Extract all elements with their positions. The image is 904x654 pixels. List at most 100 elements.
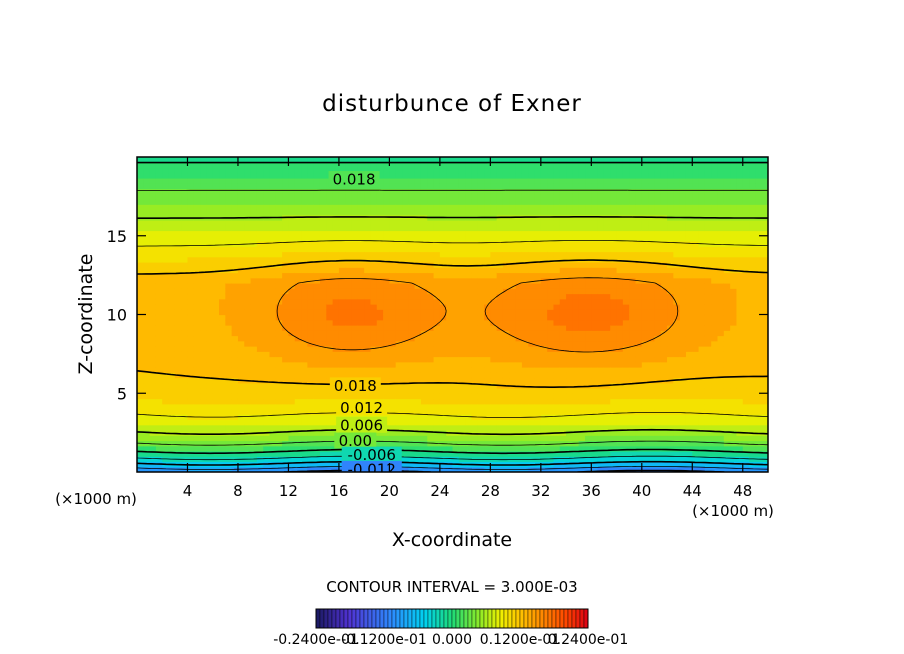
field-cell xyxy=(357,225,365,232)
field-cell xyxy=(641,188,649,195)
field-cell xyxy=(389,398,397,405)
field-cell xyxy=(269,256,277,263)
field-cell xyxy=(376,325,384,331)
field-cell xyxy=(313,262,321,268)
field-cell xyxy=(301,430,308,436)
field-cell xyxy=(143,235,151,242)
field-cell xyxy=(635,304,643,310)
field-cell xyxy=(572,361,580,368)
field-cell xyxy=(629,451,637,457)
field-cell xyxy=(250,188,258,195)
field-cell xyxy=(319,451,327,457)
field-cell xyxy=(219,293,226,300)
field-cell xyxy=(307,424,315,431)
field-cell xyxy=(610,262,618,268)
field-cell xyxy=(187,361,195,368)
field-cell xyxy=(648,377,656,384)
field-cell xyxy=(484,388,491,394)
field-cell xyxy=(610,403,618,410)
field-cell xyxy=(332,419,340,426)
field-cell xyxy=(250,157,258,163)
field-cell xyxy=(502,235,510,242)
field-cell xyxy=(143,398,151,405)
field-cell xyxy=(477,419,485,426)
field-cell xyxy=(477,246,485,253)
field-cell xyxy=(193,440,201,447)
field-cell xyxy=(414,340,422,347)
field-cell xyxy=(420,204,428,211)
field-cell xyxy=(566,235,573,242)
field-cell xyxy=(420,346,428,352)
field-cell xyxy=(597,340,605,347)
field-cell xyxy=(603,183,611,190)
field-cell xyxy=(446,319,454,326)
field-cell xyxy=(566,314,573,321)
field-cell xyxy=(465,225,473,232)
field-cell xyxy=(162,277,170,284)
field-cell xyxy=(225,424,233,431)
field-cell xyxy=(389,424,397,431)
filled-contour-field xyxy=(137,157,768,472)
field-cell xyxy=(231,162,239,169)
field-cell xyxy=(622,466,630,472)
field-cell xyxy=(332,409,340,415)
field-cell xyxy=(648,230,656,237)
field-cell xyxy=(534,251,542,258)
field-cell xyxy=(181,293,189,300)
field-cell xyxy=(395,319,403,326)
field-cell xyxy=(654,377,662,384)
field-cell xyxy=(307,314,315,321)
field-cell xyxy=(237,288,245,295)
field-cell xyxy=(641,388,649,394)
field-cell xyxy=(313,293,321,300)
field-cell xyxy=(294,230,302,237)
field-cell xyxy=(212,382,220,389)
field-cell xyxy=(225,220,233,226)
field-cell xyxy=(307,361,315,368)
field-cell xyxy=(408,199,416,205)
field-cell xyxy=(420,193,428,200)
field-cell xyxy=(452,435,460,442)
field-cell xyxy=(269,167,277,174)
field-cell xyxy=(389,157,397,163)
field-cell xyxy=(629,272,637,279)
field-cell xyxy=(439,193,447,200)
field-cell xyxy=(162,298,170,305)
field-cell xyxy=(540,419,548,426)
field-cell xyxy=(553,398,561,405)
field-cell xyxy=(471,193,479,200)
field-cell xyxy=(610,246,618,253)
field-cell xyxy=(162,314,170,321)
field-cell xyxy=(610,346,618,352)
field-cell xyxy=(484,440,491,447)
field-cell xyxy=(288,398,296,405)
field-cell xyxy=(420,256,428,263)
field-cell xyxy=(402,414,409,421)
field-cell xyxy=(610,314,618,321)
field-cell xyxy=(654,451,662,457)
field-cell xyxy=(383,283,390,289)
field-cell xyxy=(168,424,176,431)
field-cell xyxy=(622,209,630,216)
field-cell xyxy=(351,235,359,242)
field-cell xyxy=(566,451,573,457)
field-cell xyxy=(433,188,441,195)
field-cell xyxy=(137,262,144,268)
field-cell xyxy=(307,377,315,384)
field-cell xyxy=(319,377,327,384)
field-cell xyxy=(578,309,586,316)
field-cell xyxy=(534,199,542,205)
field-cell xyxy=(345,246,353,253)
field-cell xyxy=(181,445,189,452)
field-cell xyxy=(345,393,353,400)
field-cell xyxy=(648,335,656,342)
field-cell xyxy=(648,183,656,190)
field-cell xyxy=(263,388,271,394)
field-cell xyxy=(275,204,283,211)
field-cell xyxy=(326,445,334,452)
field-cell xyxy=(206,251,214,258)
field-cell xyxy=(471,188,479,195)
field-cell xyxy=(155,330,163,337)
field-cell xyxy=(206,377,214,384)
field-cell xyxy=(648,445,656,452)
